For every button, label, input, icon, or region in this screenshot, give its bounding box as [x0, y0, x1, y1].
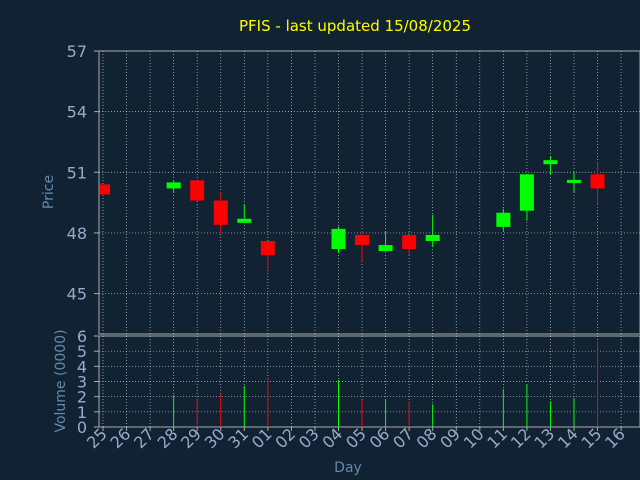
candle: [213, 192, 228, 233]
candle-body: [100, 184, 110, 195]
price-tick-label: 57: [67, 42, 87, 61]
candle: [425, 214, 440, 248]
volume-tick-label: 4: [77, 357, 87, 376]
candle: [378, 230, 393, 252]
candle: [519, 174, 534, 221]
candle: [190, 180, 205, 201]
price-panel: 45 48 51 54 57: [67, 42, 640, 335]
candle: [166, 180, 181, 193]
candle-body: [590, 174, 605, 189]
price-plot-frame: [98, 50, 640, 335]
volume-tick-label: 3: [77, 373, 87, 392]
volume-tick-label: 6: [77, 327, 87, 346]
candle: [260, 241, 275, 270]
price-tick-label: 54: [67, 103, 87, 122]
x-axis-label: Day: [334, 460, 362, 476]
price-axis-label: Price: [41, 175, 57, 209]
price-tick-label: 48: [67, 224, 87, 243]
x-axis-ticks: 2526272829303101020304050607080910111213…: [83, 424, 629, 452]
price-tick-label: 45: [67, 285, 87, 304]
volume-tick-label: 1: [77, 403, 87, 422]
chart-title: PFIS - last updated 15/08/2025: [239, 17, 471, 35]
candle-body: [190, 180, 205, 201]
volume-tick-label: 5: [77, 342, 87, 361]
volume-tick-label: 0: [77, 418, 87, 437]
candle-body: [378, 245, 393, 252]
candle: [543, 156, 558, 175]
candle: [402, 234, 417, 256]
candle-body: [260, 241, 275, 256]
candle-body: [496, 212, 511, 227]
candle-body: [166, 182, 181, 189]
candle: [590, 162, 605, 205]
candle-body: [355, 234, 370, 246]
candle-body: [213, 200, 228, 225]
volume-tick-label: 2: [77, 388, 87, 407]
candle: [355, 230, 370, 262]
candle: [100, 184, 110, 195]
candle: [237, 204, 252, 223]
candle-body: [519, 174, 534, 211]
volume-axis-label: Volume (0000): [53, 329, 69, 432]
candle: [496, 208, 511, 231]
candle-body: [237, 218, 252, 223]
price-tick-label: 51: [67, 163, 87, 182]
candle-body: [543, 160, 558, 165]
candle: [331, 226, 346, 254]
candle-body: [402, 234, 417, 250]
candle-body: [425, 234, 440, 242]
candle-body: [567, 179, 581, 183]
candle: [567, 172, 581, 193]
candle-body: [331, 228, 346, 250]
